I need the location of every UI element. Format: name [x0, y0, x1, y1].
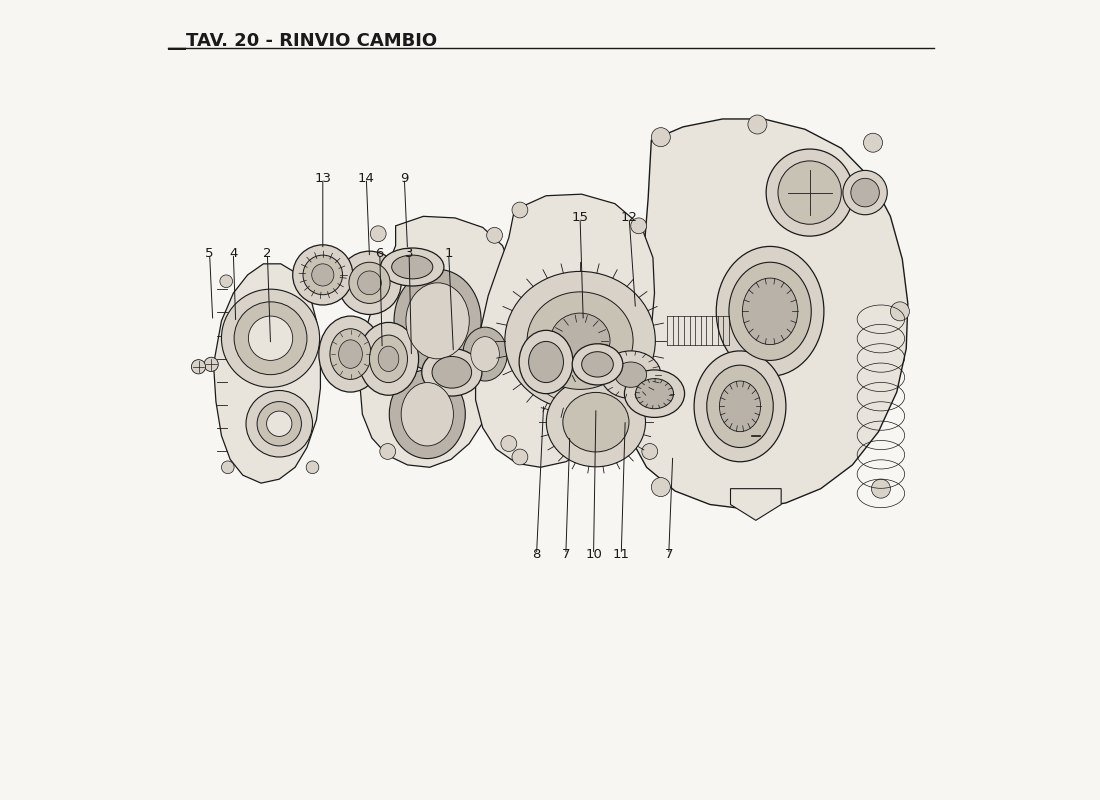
Ellipse shape — [330, 329, 371, 379]
Polygon shape — [621, 119, 907, 510]
Ellipse shape — [381, 248, 444, 286]
Ellipse shape — [406, 283, 470, 359]
Circle shape — [204, 358, 218, 371]
Circle shape — [630, 218, 647, 234]
Circle shape — [871, 479, 890, 498]
Circle shape — [306, 461, 319, 474]
Ellipse shape — [742, 278, 797, 345]
Circle shape — [257, 402, 301, 446]
Text: eurospare: eurospare — [367, 386, 542, 414]
Circle shape — [850, 178, 879, 207]
Circle shape — [302, 255, 342, 294]
Circle shape — [221, 461, 234, 474]
Circle shape — [311, 264, 334, 286]
Ellipse shape — [394, 270, 481, 372]
Circle shape — [293, 245, 353, 305]
Circle shape — [338, 251, 402, 314]
Ellipse shape — [601, 351, 661, 398]
Circle shape — [512, 449, 528, 465]
Circle shape — [246, 390, 312, 457]
Ellipse shape — [471, 337, 499, 371]
Ellipse shape — [359, 322, 419, 395]
Ellipse shape — [529, 342, 563, 382]
Ellipse shape — [572, 344, 623, 385]
Text: 6: 6 — [375, 247, 384, 260]
Text: 4: 4 — [229, 247, 238, 260]
Text: __TAV. 20 - RINVIO CAMBIO: __TAV. 20 - RINVIO CAMBIO — [168, 32, 438, 50]
Text: 7: 7 — [664, 548, 673, 561]
Polygon shape — [360, 216, 515, 467]
Text: 5: 5 — [206, 247, 213, 260]
Ellipse shape — [432, 357, 472, 388]
Text: 7: 7 — [562, 548, 570, 561]
Text: 8: 8 — [532, 548, 541, 561]
Polygon shape — [475, 194, 654, 467]
Circle shape — [221, 289, 320, 387]
Circle shape — [766, 149, 854, 236]
Ellipse shape — [615, 362, 647, 387]
Ellipse shape — [378, 346, 399, 371]
Ellipse shape — [519, 330, 573, 394]
Circle shape — [349, 262, 390, 303]
Ellipse shape — [389, 370, 465, 458]
Circle shape — [641, 443, 658, 459]
Circle shape — [778, 161, 842, 224]
Text: 15: 15 — [572, 211, 588, 225]
Polygon shape — [730, 489, 781, 520]
Circle shape — [358, 271, 382, 294]
Ellipse shape — [563, 393, 629, 452]
Circle shape — [651, 478, 670, 497]
Ellipse shape — [392, 255, 432, 279]
Text: 9: 9 — [400, 172, 408, 185]
Ellipse shape — [463, 327, 507, 381]
Text: 14: 14 — [358, 172, 375, 185]
Polygon shape — [213, 264, 320, 483]
Ellipse shape — [716, 246, 824, 376]
Ellipse shape — [402, 382, 453, 446]
Circle shape — [234, 302, 307, 374]
Circle shape — [266, 411, 292, 437]
Text: 10: 10 — [585, 548, 602, 561]
Circle shape — [651, 128, 670, 146]
Circle shape — [742, 495, 761, 514]
Circle shape — [379, 443, 396, 459]
Circle shape — [843, 170, 888, 214]
Circle shape — [486, 227, 503, 243]
Ellipse shape — [547, 378, 646, 466]
Circle shape — [748, 115, 767, 134]
Ellipse shape — [636, 378, 673, 409]
Circle shape — [371, 226, 386, 242]
Circle shape — [302, 275, 315, 287]
Text: 3: 3 — [405, 247, 414, 260]
Ellipse shape — [706, 365, 773, 447]
Text: 2: 2 — [263, 247, 272, 260]
Circle shape — [249, 316, 293, 361]
Ellipse shape — [370, 335, 407, 382]
Circle shape — [220, 275, 232, 287]
Ellipse shape — [421, 349, 482, 396]
Text: 1: 1 — [444, 247, 453, 260]
Ellipse shape — [319, 316, 382, 392]
Text: 11: 11 — [613, 548, 629, 561]
Ellipse shape — [527, 292, 634, 390]
Ellipse shape — [729, 262, 812, 361]
Ellipse shape — [339, 340, 362, 368]
Ellipse shape — [719, 381, 760, 432]
Ellipse shape — [582, 352, 614, 377]
Ellipse shape — [694, 351, 785, 462]
Text: 12: 12 — [620, 211, 638, 225]
Circle shape — [864, 134, 882, 152]
Circle shape — [500, 436, 517, 451]
Ellipse shape — [550, 313, 610, 368]
Circle shape — [512, 202, 528, 218]
Text: 13: 13 — [315, 172, 331, 185]
Ellipse shape — [625, 370, 684, 418]
Ellipse shape — [505, 271, 656, 410]
Circle shape — [890, 302, 910, 321]
Circle shape — [191, 360, 206, 374]
